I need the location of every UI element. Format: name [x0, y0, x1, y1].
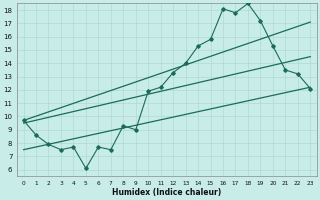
- X-axis label: Humidex (Indice chaleur): Humidex (Indice chaleur): [112, 188, 221, 197]
